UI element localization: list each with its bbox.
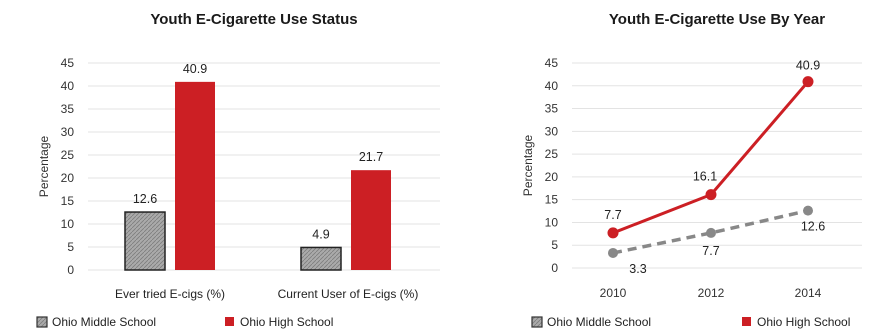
data-label-high-school: 40.9: [796, 59, 820, 73]
legend-label: Ohio High School: [757, 315, 850, 329]
y-tick-label-1: 25: [61, 148, 75, 162]
y-tick-label-1: 5: [67, 240, 74, 254]
y-tick-label-2: 20: [545, 170, 559, 184]
y-tick-label-1: 0: [67, 263, 74, 277]
point-high-school: [607, 227, 619, 239]
y-tick-label-2: 0: [551, 261, 558, 275]
y-axis-label-1: Percentage: [37, 135, 51, 197]
legend-label: Ohio Middle School: [547, 315, 651, 329]
x-tick-label: 2010: [600, 286, 627, 300]
point-high-school: [802, 76, 814, 88]
y-tick-label-2: 30: [545, 124, 559, 138]
point-middle-school: [803, 205, 813, 216]
data-label-high-school: 21.7: [359, 150, 383, 164]
y-tick-label-1: 40: [61, 79, 75, 93]
data-label-middle-school: 12.6: [133, 192, 157, 206]
y-tick-label-2: 10: [545, 215, 559, 229]
point-middle-school: [706, 227, 716, 238]
data-label-middle-school: 3.3: [629, 262, 646, 276]
chart-title-1: Youth E-Cigarette Use Status: [150, 11, 357, 28]
legend-label: Ohio Middle School: [52, 315, 156, 329]
point-high-school: [705, 189, 717, 201]
data-label-high-school: 16.1: [693, 170, 717, 184]
y-tick-label-2: 40: [545, 79, 559, 93]
data-label-middle-school: 7.7: [702, 244, 719, 258]
y-tick-label-1: 15: [61, 194, 75, 208]
x-tick-label: 2014: [795, 286, 822, 300]
data-label-high-school: 7.7: [604, 208, 621, 222]
series-line-middle-school: [612, 208, 809, 255]
legend-swatch-high-school: [742, 317, 751, 326]
y-tick-label-2: 15: [545, 193, 559, 207]
y-tick-label-1: 35: [61, 102, 75, 116]
legend-label: Ohio High School: [240, 315, 333, 329]
data-label-middle-school: 12.6: [801, 220, 825, 234]
data-label-high-school: 40.9: [183, 62, 207, 76]
y-axis-label-2: Percentage: [521, 134, 535, 196]
y-tick-label-2: 25: [545, 147, 559, 161]
legend-swatch-middle-school: [36, 316, 48, 328]
y-tick-label-1: 45: [61, 56, 75, 70]
data-label-middle-school: 4.9: [312, 227, 329, 241]
y-tick-label-2: 5: [551, 238, 558, 252]
x-tick-label: 2012: [698, 286, 725, 300]
y-tick-label-2: 45: [545, 56, 559, 70]
y-tick-label-1: 30: [61, 125, 75, 139]
legend-swatch-middle-school: [531, 316, 543, 328]
y-tick-label-2: 35: [545, 102, 559, 116]
chart-title-2: Youth E-Cigarette Use By Year: [609, 11, 825, 28]
y-tick-label-1: 10: [61, 217, 75, 231]
y-tick-label-1: 20: [61, 171, 75, 185]
bar-middle-school: [300, 246, 342, 271]
point-middle-school: [608, 247, 618, 258]
bar-middle-school: [124, 211, 166, 271]
x-category-label: Ever tried E-cigs (%): [115, 287, 225, 301]
bar-high-school: [351, 170, 391, 270]
legend-swatch-high-school: [225, 317, 234, 326]
series-line-high-school: [612, 80, 810, 235]
bar-high-school: [175, 81, 215, 270]
x-category-label: Current User of E-cigs (%): [278, 287, 419, 301]
